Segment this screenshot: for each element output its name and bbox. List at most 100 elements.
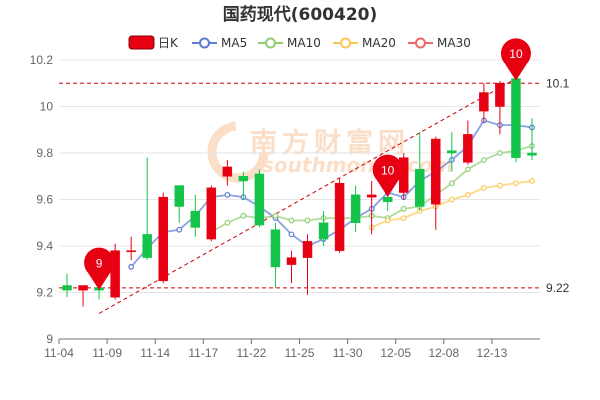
candle-body bbox=[431, 138, 441, 205]
candle-body bbox=[415, 169, 425, 207]
candle-up bbox=[110, 243, 120, 300]
x-tick-label: 11-25 bbox=[285, 346, 315, 360]
candle-up bbox=[206, 185, 217, 242]
candle-body bbox=[206, 187, 217, 240]
candle-body bbox=[511, 78, 521, 158]
pin-marker-label: 9 bbox=[96, 256, 103, 270]
candle-up bbox=[126, 236, 136, 260]
candle-body bbox=[158, 196, 168, 282]
candle-up bbox=[158, 192, 168, 284]
candle-body bbox=[190, 210, 201, 228]
ma20-point bbox=[400, 215, 407, 222]
legend-item-ma20[interactable]: MA20 bbox=[333, 36, 396, 50]
candle-body bbox=[334, 182, 345, 251]
pin-marker-shape bbox=[372, 154, 403, 197]
ma10-point bbox=[448, 180, 455, 187]
ma5-point bbox=[288, 231, 295, 238]
ref-line-label: 10.1 bbox=[546, 76, 570, 90]
candle-down bbox=[318, 211, 329, 246]
pin-marker-shape bbox=[84, 247, 115, 290]
candle-body bbox=[222, 166, 233, 177]
candle-down bbox=[190, 194, 201, 237]
legend-ma10-marker bbox=[265, 37, 276, 49]
legend-item-ma10[interactable]: MA10 bbox=[258, 36, 321, 50]
candle-down bbox=[174, 185, 184, 223]
pin-marker-shape bbox=[500, 38, 531, 81]
candle-body bbox=[110, 250, 120, 298]
ma10-point bbox=[497, 150, 503, 156]
pin-marker: 10 bbox=[372, 154, 403, 197]
ma10-point bbox=[240, 212, 247, 219]
watermark-en-text: southmoney.com bbox=[262, 153, 453, 177]
x-tick-label: 12-05 bbox=[380, 346, 411, 360]
ma20-point bbox=[464, 191, 471, 198]
ma20-point bbox=[529, 177, 535, 184]
ma10-point bbox=[288, 217, 295, 224]
chart-legend: 日K MA5 MA10 MA20 MA30 bbox=[128, 35, 471, 50]
candle-body bbox=[174, 185, 184, 207]
candle-up bbox=[495, 80, 505, 135]
reference-lines: 10.1 9.22 bbox=[59, 76, 570, 314]
candle-down bbox=[511, 78, 521, 163]
candle-body bbox=[527, 152, 537, 156]
x-tick-label: 12-13 bbox=[477, 346, 508, 360]
candle-up bbox=[366, 180, 377, 235]
y-tick-label: 9.4 bbox=[36, 239, 53, 253]
pin-marker: 9 bbox=[84, 247, 115, 290]
ma10-point bbox=[272, 212, 279, 219]
candle-body bbox=[463, 134, 473, 163]
ma20-line bbox=[371, 180, 533, 229]
legend-item-kline[interactable]: 日K bbox=[128, 35, 179, 50]
trend-line bbox=[98, 78, 517, 314]
pin-marker-label: 10 bbox=[381, 163, 395, 177]
candle-up bbox=[479, 83, 489, 123]
candle-down bbox=[142, 157, 152, 260]
candle-up bbox=[334, 178, 345, 253]
candle-up bbox=[286, 250, 297, 284]
legend-label-ma30: MA30 bbox=[437, 36, 471, 50]
x-tick-label: 11-30 bbox=[333, 346, 363, 360]
candle-body bbox=[447, 150, 457, 154]
x-tick-label: 12-08 bbox=[428, 346, 459, 360]
candle-down bbox=[350, 185, 361, 233]
legend-ma30-marker bbox=[415, 37, 426, 49]
candle-body bbox=[286, 257, 297, 265]
candle-down bbox=[382, 194, 393, 212]
ma20-point bbox=[384, 217, 391, 224]
y-tick-label: 10 bbox=[40, 100, 54, 114]
legend-label-ma20: MA20 bbox=[362, 36, 396, 50]
y-axis: 9 9.2 9.4 9.6 9.8 10 10.2 bbox=[30, 53, 54, 346]
candle-body bbox=[495, 83, 505, 107]
ma10-point bbox=[224, 219, 231, 226]
x-tick-label: 11-09 bbox=[92, 346, 122, 360]
candle-down bbox=[238, 171, 249, 200]
ma10-point bbox=[480, 157, 487, 163]
candle-body bbox=[270, 229, 281, 268]
y-tick-label: 9.6 bbox=[36, 193, 53, 207]
legend-item-ma30[interactable]: MA30 bbox=[408, 36, 471, 50]
candle-body bbox=[142, 234, 152, 258]
ma20-point bbox=[513, 180, 519, 187]
candle-down bbox=[62, 273, 72, 298]
x-tick-label: 11-04 bbox=[44, 346, 74, 360]
ma20-point bbox=[497, 182, 503, 189]
candle-down bbox=[270, 222, 281, 288]
x-axis: 11-04 11-09 11-14 11-17 11-22 11-25 11-30 12-05… bbox=[44, 338, 540, 360]
legend-kline-swatch bbox=[128, 35, 155, 50]
candle-body bbox=[366, 194, 377, 198]
x-tick-label: 11-22 bbox=[236, 346, 266, 360]
candle-body bbox=[382, 196, 393, 203]
ma5-point bbox=[128, 264, 135, 270]
ma20-point bbox=[480, 184, 487, 191]
watermark-logo: 南方财富网 southmoney.com bbox=[207, 121, 453, 183]
y-tick-label: 9.2 bbox=[36, 286, 53, 300]
y-tick-label: 9.8 bbox=[36, 146, 53, 160]
legend-item-ma5[interactable]: MA5 bbox=[192, 36, 247, 50]
ma10-point bbox=[400, 205, 407, 212]
ma5-point bbox=[224, 191, 231, 198]
x-tick-label: 11-14 bbox=[140, 346, 170, 360]
candle-down bbox=[415, 132, 425, 212]
ma10-point bbox=[464, 166, 471, 173]
